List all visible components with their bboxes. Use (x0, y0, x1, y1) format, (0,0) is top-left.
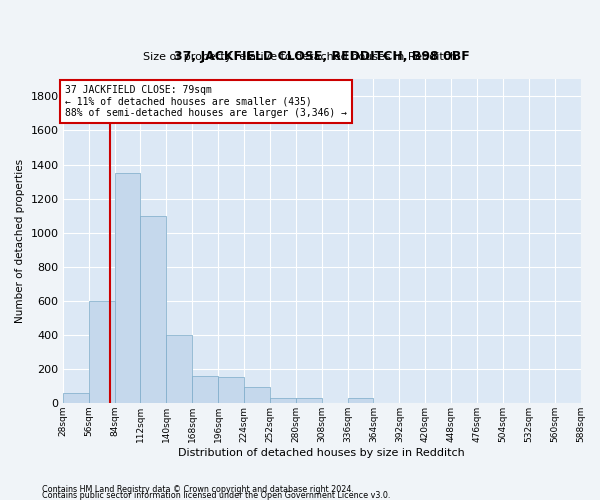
Bar (166, 334, 192, 403)
Bar (89, 300, 115, 403)
Bar (347, 398, 373, 403)
Bar (192, 376, 218, 403)
Bar (296, 398, 322, 403)
X-axis label: Distribution of detached houses by size in Redditch: Distribution of detached houses by size … (178, 448, 465, 458)
Text: Contains public sector information licensed under the Open Government Licence v3: Contains public sector information licen… (42, 491, 391, 500)
Bar (270, 398, 296, 403)
Title: 37, JACKFIELD CLOSE, REDDITCH, B98 0BF: 37, JACKFIELD CLOSE, REDDITCH, B98 0BF (174, 50, 470, 63)
Text: Size of property relative to detached houses in Redditch: Size of property relative to detached ho… (143, 52, 457, 62)
Text: Contains HM Land Registry data © Crown copyright and database right 2024.: Contains HM Land Registry data © Crown c… (42, 485, 354, 494)
Bar (244, 388, 270, 403)
Text: 37 JACKFIELD CLOSE: 79sqm
← 11% of detached houses are smaller (435)
88% of semi: 37 JACKFIELD CLOSE: 79sqm ← 11% of detac… (65, 84, 347, 117)
Bar (63, 392, 89, 403)
Bar (115, 173, 140, 403)
Y-axis label: Number of detached properties: Number of detached properties (15, 159, 25, 323)
Bar (140, 216, 166, 403)
Bar (218, 378, 244, 403)
